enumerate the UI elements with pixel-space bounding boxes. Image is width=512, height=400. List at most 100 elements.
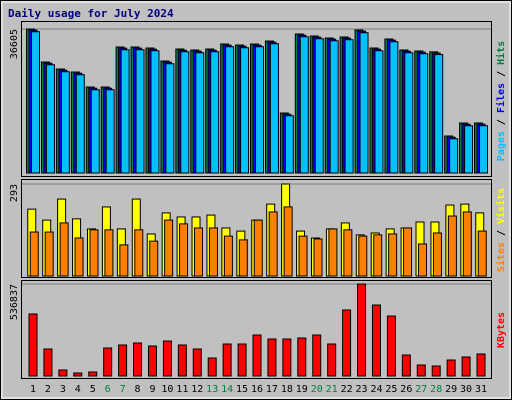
legend-entry: Sites xyxy=(495,242,507,272)
legend-entry: Files xyxy=(495,83,507,113)
x-tick-label: 25 xyxy=(385,384,397,395)
x-tick-label: 13 xyxy=(206,384,218,395)
bar xyxy=(298,235,308,277)
x-tick-label: 12 xyxy=(191,384,203,395)
bar xyxy=(177,344,187,377)
bar xyxy=(358,235,368,277)
legend-entry: Visits xyxy=(495,188,507,224)
y-tick-label: 536837 xyxy=(9,284,20,320)
bar xyxy=(28,313,38,377)
bar xyxy=(268,211,278,277)
x-tick-label: 11 xyxy=(176,384,188,395)
bar xyxy=(120,49,130,174)
bar xyxy=(447,215,457,277)
bar xyxy=(149,240,159,277)
x-tick-label: 3 xyxy=(60,384,66,395)
bar xyxy=(89,229,99,277)
x-tick-label: 30 xyxy=(460,384,472,395)
x-tick-label: 18 xyxy=(281,384,293,395)
bar xyxy=(253,219,263,277)
bar xyxy=(462,211,472,277)
legend-entry: Hits xyxy=(495,41,507,65)
legend-separator: / xyxy=(496,65,507,83)
bar xyxy=(403,227,413,277)
x-tick-label: 15 xyxy=(236,384,248,395)
bar xyxy=(180,51,190,174)
bar xyxy=(389,41,399,174)
bar xyxy=(179,223,189,277)
bar xyxy=(150,50,160,174)
bar xyxy=(164,219,174,277)
bar xyxy=(165,63,175,174)
legend-separator: / xyxy=(496,113,507,131)
bar xyxy=(342,309,352,377)
x-tick-label: 6 xyxy=(105,384,111,395)
bar xyxy=(58,369,68,377)
legend: KBytes xyxy=(496,312,507,348)
bar xyxy=(479,125,488,174)
bar xyxy=(31,31,40,174)
bar xyxy=(327,343,337,377)
bar xyxy=(207,357,217,377)
x-tick-label: 17 xyxy=(266,384,278,395)
bar xyxy=(222,343,232,377)
bar xyxy=(419,53,429,174)
bar xyxy=(29,231,39,277)
y-tick-label: 36605 xyxy=(9,29,20,59)
bar xyxy=(75,74,85,174)
bar xyxy=(386,315,396,377)
bar xyxy=(59,222,69,277)
legend: Sites / Visits xyxy=(495,188,507,272)
bar xyxy=(374,50,384,174)
bar xyxy=(359,32,369,174)
x-tick-label: 4 xyxy=(75,384,81,395)
bar xyxy=(477,230,487,277)
bar xyxy=(237,343,247,377)
bar xyxy=(225,46,235,174)
bar xyxy=(135,49,145,174)
bar xyxy=(464,125,474,174)
bar xyxy=(312,334,322,377)
bar xyxy=(223,235,233,277)
bar xyxy=(434,54,444,174)
bar xyxy=(252,334,262,377)
bar xyxy=(431,365,441,377)
bar xyxy=(210,51,220,174)
x-tick-label: 29 xyxy=(445,384,457,395)
bar xyxy=(297,337,307,377)
legend-entry: Pages xyxy=(496,131,507,161)
bar xyxy=(90,89,100,174)
bar xyxy=(418,243,428,277)
bar xyxy=(328,228,338,277)
bar xyxy=(344,39,354,174)
bar xyxy=(329,40,339,174)
x-tick-label: 19 xyxy=(296,384,308,395)
bar xyxy=(194,227,204,277)
bar xyxy=(44,231,54,277)
bar xyxy=(119,244,129,277)
legend: Pages / Files / Hits xyxy=(495,41,507,161)
x-tick-label: 27 xyxy=(415,384,427,395)
bar xyxy=(432,232,442,277)
bar xyxy=(43,348,53,377)
bar xyxy=(313,238,323,277)
x-tick-label: 16 xyxy=(251,384,263,395)
bar xyxy=(446,359,456,377)
x-tick-label: 14 xyxy=(221,384,233,395)
bar xyxy=(60,71,70,174)
bar xyxy=(104,229,114,277)
bar xyxy=(147,345,157,377)
bar xyxy=(105,89,115,174)
bar xyxy=(240,47,250,174)
bar xyxy=(133,342,143,377)
x-tick-label: 1 xyxy=(30,384,36,395)
y-tick-label: 293 xyxy=(9,184,20,202)
bar xyxy=(118,344,128,377)
x-tick-label: 10 xyxy=(161,384,173,395)
bar xyxy=(371,304,381,377)
bar xyxy=(284,115,294,174)
bar xyxy=(388,233,398,277)
legend-entry: KBytes xyxy=(496,312,507,348)
